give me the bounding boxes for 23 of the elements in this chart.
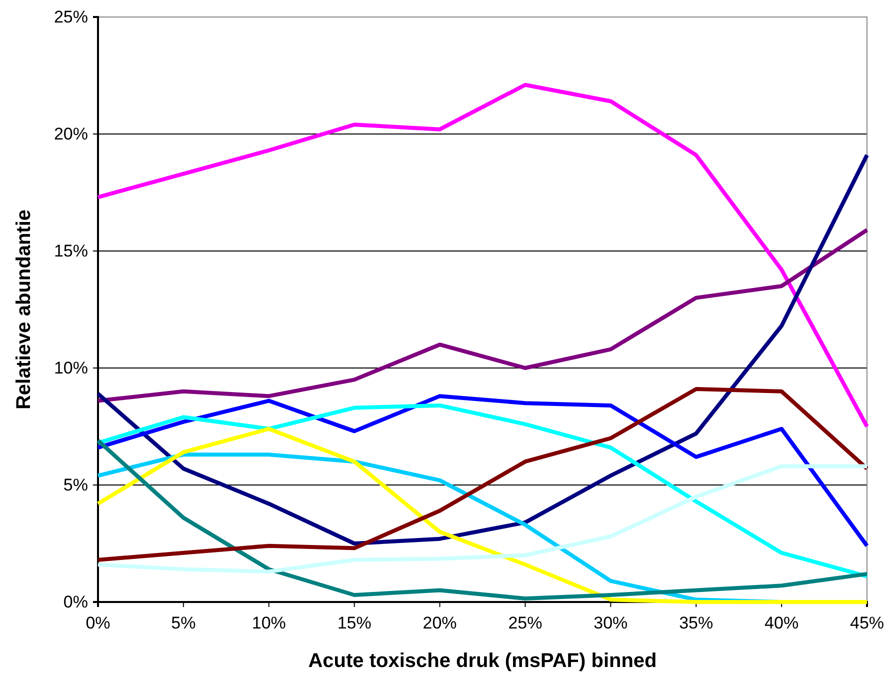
y-tick-label: 25% [54,7,88,26]
line-series [96,228,869,403]
y-tick-label: 20% [54,124,88,144]
x-tick-label: 45% [850,614,884,633]
y-tick-label: 15% [54,241,88,260]
x-tick-label: 25% [508,614,542,633]
x-tick-label: 35% [679,614,714,633]
y-axis-title: Relatieve abundantie [13,209,35,410]
x-axis-title: Acute toxische druk (msPAF) binned [308,650,657,672]
x-tick-label: 15% [337,614,372,633]
x-tick-label: 5% [171,614,196,633]
line-series [96,82,869,428]
y-tick-label: 0% [63,592,88,612]
x-tick-label: 20% [422,614,457,633]
y-tick-label: 5% [63,475,88,494]
x-tick-label: 0% [86,614,110,633]
line-series [96,403,869,578]
x-tick-label: 30% [594,614,628,633]
x-tick-label: 10% [252,614,286,633]
line-series [96,464,869,574]
y-tick-label: 10% [54,358,88,378]
line-series [96,153,869,546]
x-tick-label: 40% [764,614,799,633]
